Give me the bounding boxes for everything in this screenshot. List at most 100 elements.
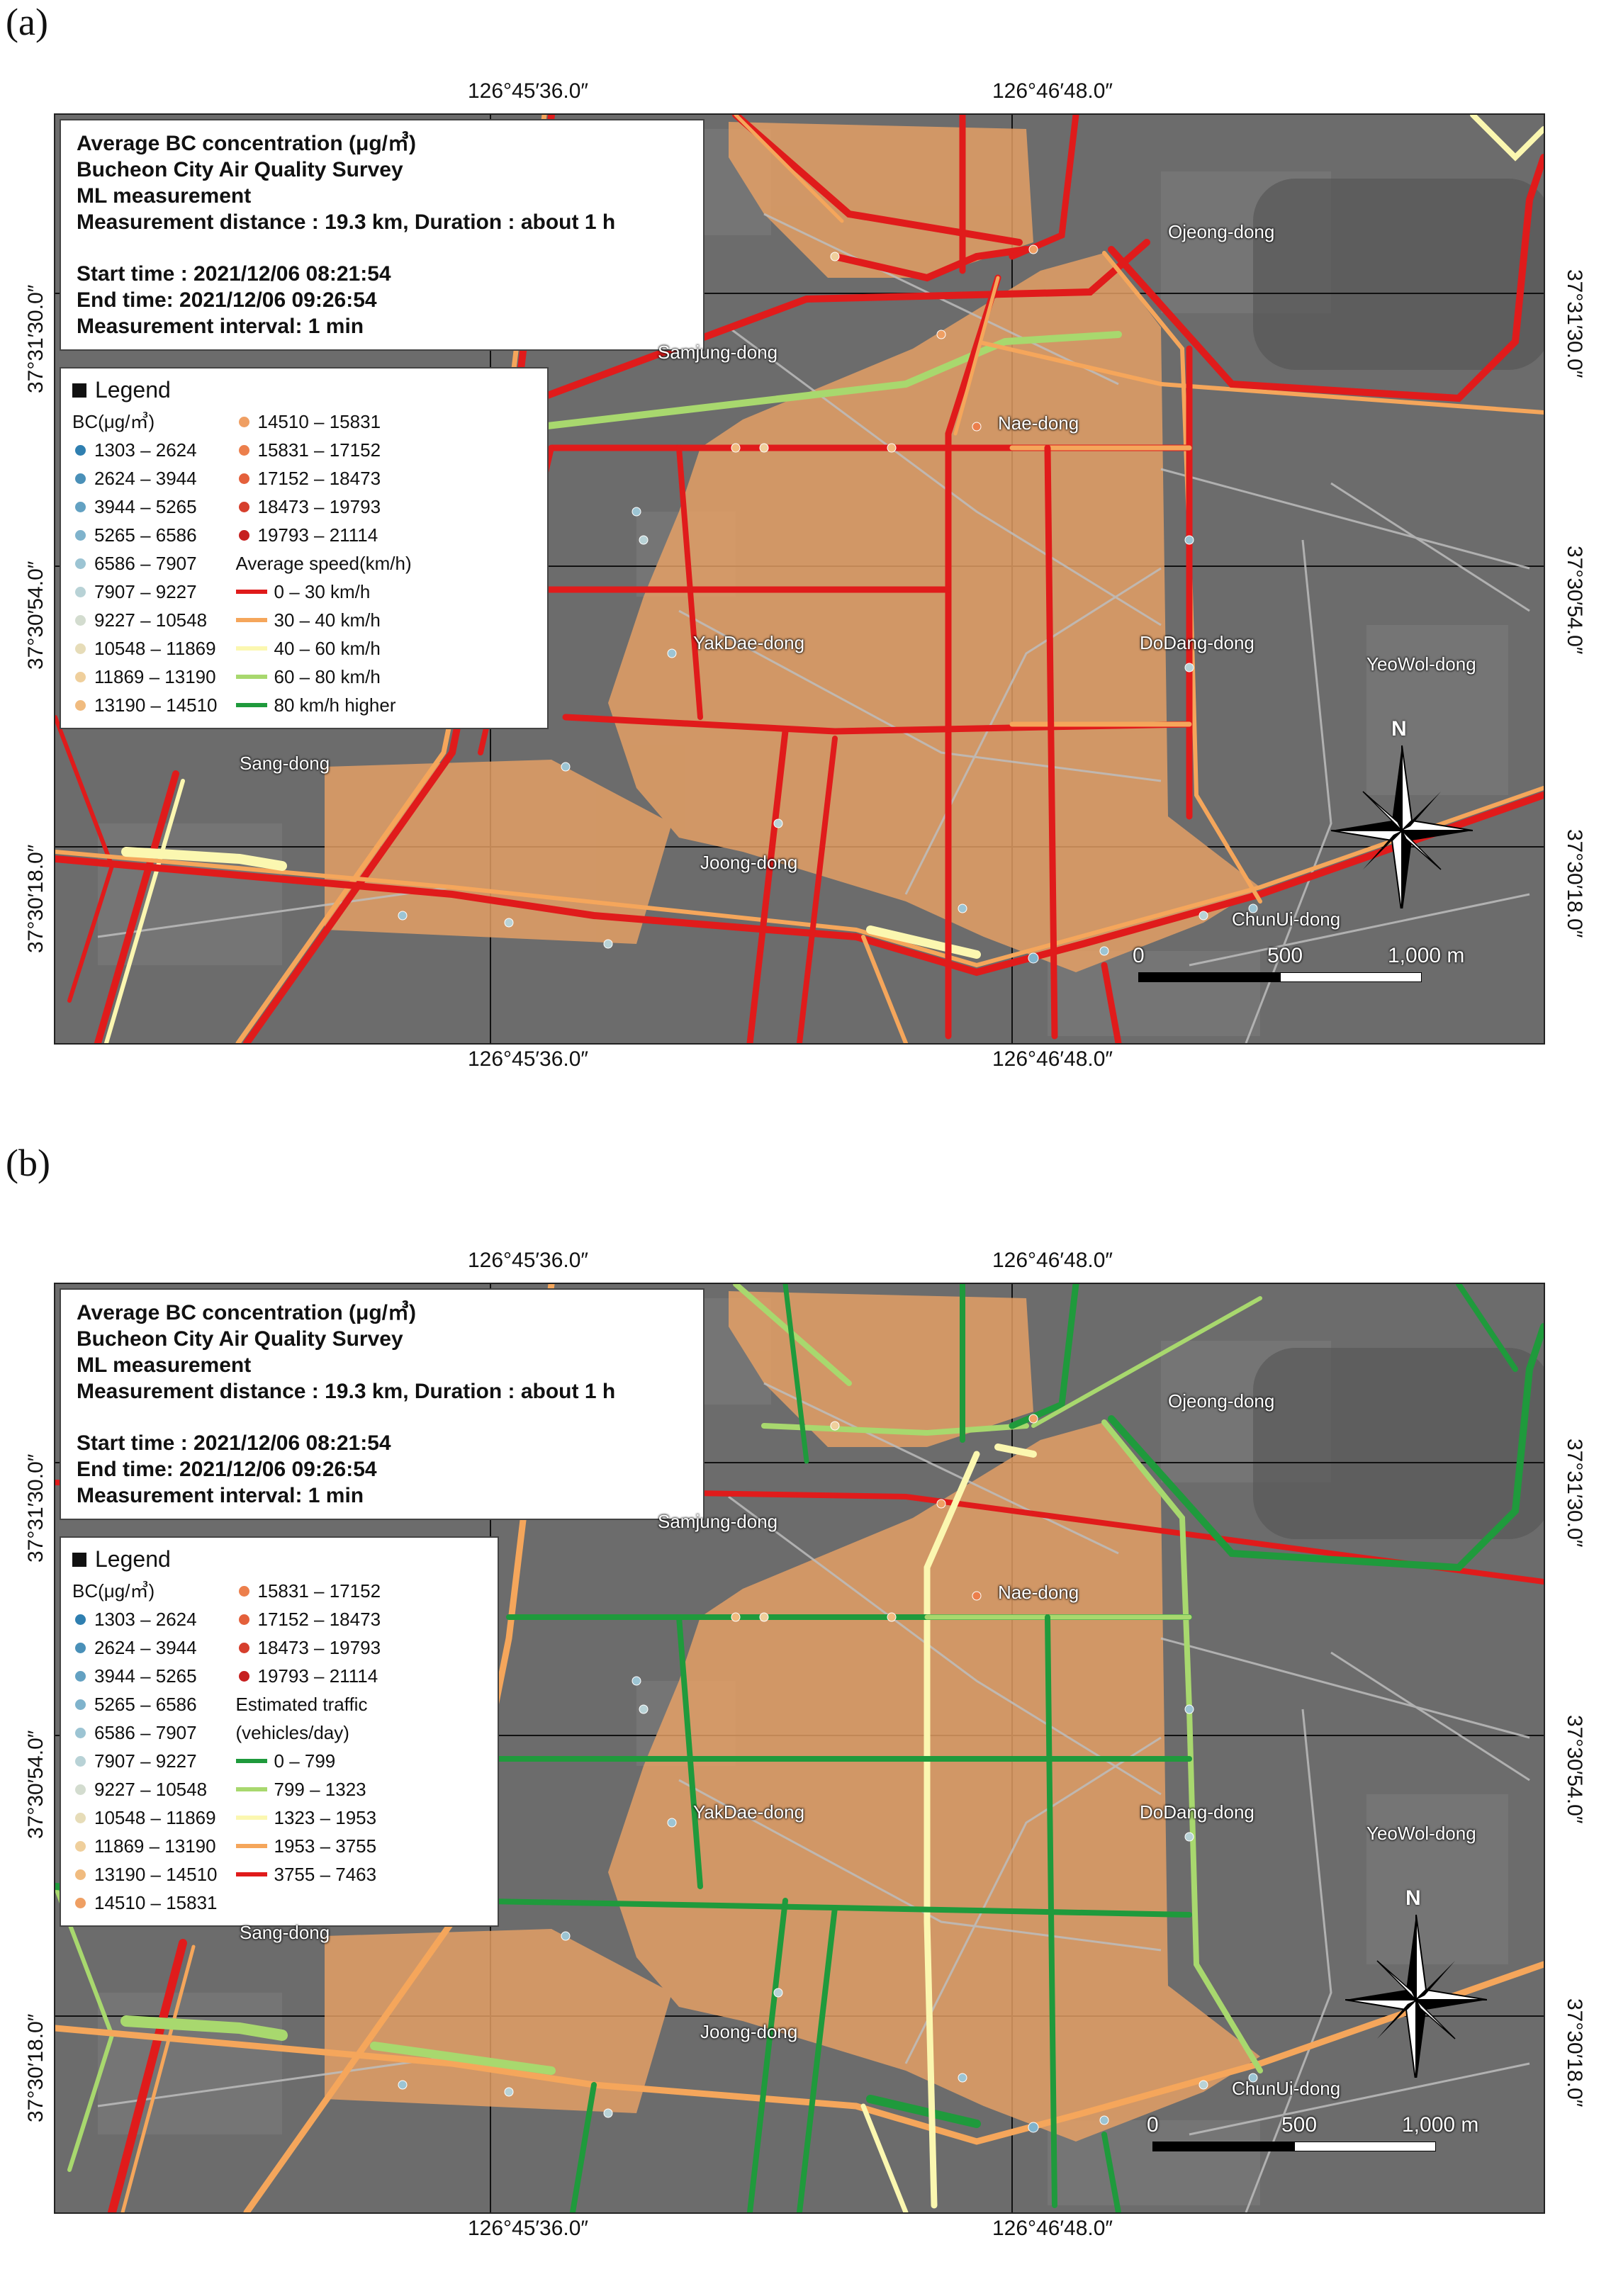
legend-bc-item: 11869 – 13190 [72,1832,218,1860]
scale-label-mid: 500 [1281,2113,1318,2137]
info-interval: Measurement interval: 1 min [77,315,364,338]
line-swatch-icon [235,1872,267,1876]
legend-item-label: 5265 – 6586 [94,1693,197,1715]
legend-bc-item: 9227 – 10548 [72,606,218,634]
compass-rose: N [1331,717,1473,908]
info-end-time: End time: 2021/12/06 09:26:54 [77,288,377,312]
legend-item-label: 0 – 30 km/h [274,580,371,602]
info-method: ML measurement [77,184,252,208]
legend-item-label: 13190 – 14510 [94,694,218,716]
legend-bc-item: 7907 – 9227 [72,1747,218,1775]
legend-item-label: 19793 – 21114 [257,524,378,546]
bc-dot-icon [75,586,86,597]
bc-dot-icon [75,1642,86,1653]
legend-bc-item: 2624 – 3944 [72,1633,218,1662]
line-swatch-icon [235,1759,267,1763]
line-swatch-icon [235,1816,267,1820]
legend-bc-item: 9227 – 10548 [72,1775,218,1803]
left-coord-label: 37°31′30.0″ [24,1453,47,1563]
bottom-coord-label: 126°46′48.0″ [992,2217,1113,2240]
place-label: Sang-dong [240,1922,330,1943]
legend-item-label: 14510 – 15831 [257,410,381,432]
bc-dot-icon [75,671,86,682]
legend-item-label: 1323 – 1953 [274,1806,377,1828]
place-label: DoDang-dong [1140,1801,1254,1823]
line-swatch-icon [235,646,267,651]
bc-dot-icon [238,1642,249,1653]
map-legend: Legend BC(μg/㎥) 1303 – 2624 2624 – 3944 39… [60,1536,499,1927]
bc-dot-icon [75,1614,86,1625]
right-coord-label: 37°30′18.0″ [1563,829,1586,938]
legend-item-label: 1303 – 2624 [94,1608,197,1630]
compass-north-label: N [1391,717,1407,741]
info-start-time: Start time : 2021/12/06 08:21:54 [77,1431,391,1455]
legend-title: Legend [72,1546,486,1572]
legend-bc-title: BC(μg/㎥) [72,1580,155,1602]
place-label: YakDae-dong [693,632,805,653]
bc-dot-icon [238,1585,249,1597]
map-base-b [55,1284,1544,2212]
legend-bc-item: 13190 – 14510 [72,1860,218,1889]
line-swatch-icon [235,590,267,594]
legend-bc-item: 1303 – 2624 [72,1605,218,1633]
legend-item-label: 0 – 799 [274,1750,336,1772]
legend-item-label: 3755 – 7463 [274,1863,377,1885]
legend-item-label: 1303 – 2624 [94,439,197,461]
top-coord-label: 126°45′36.0″ [468,79,589,103]
compass-icon [1331,745,1473,908]
legend-bc-item: 19793 – 21114 [236,1662,381,1690]
legend-line-item: 40 – 60 km/h [235,634,412,663]
right-coord-label: 37°30′54.0″ [1563,1715,1586,1824]
legend-item-label: 11869 – 13190 [94,1835,216,1857]
scale-bar: 0 500 1,000 m [1147,2113,1478,2156]
legend-bc-title: BC(μg/㎥) [72,411,155,432]
legend-item-label: 2624 – 3944 [94,467,197,489]
line-swatch-icon [235,1787,267,1791]
legend-line-item: 60 – 80 km/h [235,663,412,691]
bottom-coord-label: 126°45′36.0″ [468,1047,589,1071]
legend-item-label: 7907 – 9227 [94,1750,197,1772]
legend-bc-item: 19793 – 21114 [236,521,412,549]
legend-line-item: 3755 – 7463 [235,1860,381,1889]
legend-item-label: 14510 – 15831 [94,1891,218,1913]
bc-dot-icon [75,1812,86,1823]
legend-item-label: 6586 – 7907 [94,1721,197,1743]
bc-dot-icon [75,501,86,512]
legend-item-label: 30 – 40 km/h [274,609,381,631]
legend-bc-item: 17152 – 18473 [236,1605,381,1633]
legend-item-label: 18473 – 19793 [257,495,381,517]
info-interval: Measurement interval: 1 min [77,1484,364,1507]
place-label: DoDang-dong [1140,632,1254,653]
legend-bc-item: 18473 – 19793 [236,493,412,521]
legend-item-label: 9227 – 10548 [94,1778,208,1800]
legend-item-label: 13190 – 14510 [94,1863,218,1885]
legend-line-item: 1953 – 3755 [235,1832,381,1860]
panel-label: (b) [6,1142,50,1184]
legend-item-label: 60 – 80 km/h [274,665,381,687]
place-label: Sang-dong [240,753,330,774]
left-coord-label: 37°30′18.0″ [24,844,47,953]
bc-dot-icon [75,529,86,541]
bc-dot-icon [238,1670,249,1682]
legend-line-item: 80 km/h higher [235,691,412,719]
legend-bc-item: 17152 – 18473 [236,464,412,493]
scale-label-end: 1,000 m [1388,944,1465,967]
legend-item-label: 3944 – 5265 [94,1665,197,1687]
legend-line-item: 0 – 30 km/h [235,578,412,606]
legend-item-label: 17152 – 18473 [257,467,381,489]
info-distance: Measurement distance : 19.3 km, Duration… [77,210,616,234]
compass-icon [1345,1914,1487,2078]
legend-item-label: 80 km/h higher [274,694,396,716]
place-label: Ojeong-dong [1168,1390,1275,1412]
line-swatch-icon [235,1844,267,1848]
info-survey: Bucheon City Air Quality Survey [77,158,403,181]
info-title: Average BC concentration (μg/㎥) [77,1301,416,1324]
top-coord-label: 126°46′48.0″ [992,79,1113,103]
legend-bc-item: 2624 – 3944 [72,464,218,493]
bottom-coord-label: 126°45′36.0″ [468,2217,589,2240]
scale-bar: 0 500 1,000 m [1133,944,1464,986]
bc-dot-icon [75,1784,86,1795]
left-coord-label: 37°30′54.0″ [24,561,47,670]
right-coord-label: 37°31′30.0″ [1563,1439,1586,1548]
bc-dot-icon [238,1614,249,1625]
